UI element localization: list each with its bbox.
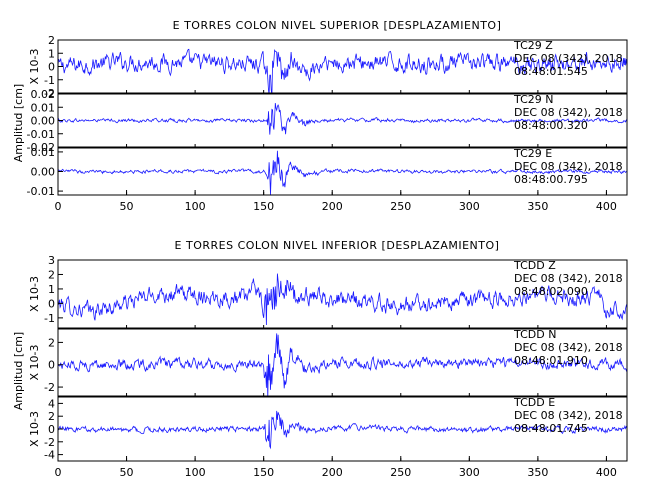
record-time: 08:48:00.795 [514, 173, 588, 186]
record-time: 08:48:00.320 [514, 119, 588, 132]
subplot-frame [57, 259, 628, 329]
x-tick-label: 150 [253, 200, 274, 213]
x-tick-label: 0 [55, 466, 62, 479]
station-component-label: TC29 E [513, 147, 552, 160]
y-tick-label: 0 [48, 423, 55, 436]
y-tick-label: 0 [48, 61, 55, 74]
x-tick-label: 250 [390, 466, 411, 479]
y-tick-label: 1 [48, 47, 55, 60]
y-tick-label: -0.01 [27, 185, 55, 198]
trace-tcdd-z [58, 273, 627, 326]
y-tick-label: 0.02 [31, 88, 56, 101]
y-tick-label: -2 [44, 87, 55, 100]
x-tick-label: 350 [527, 200, 548, 213]
x-tick-label: 150 [253, 466, 274, 479]
record-time: 08:48:01.545 [514, 65, 588, 78]
y-tick-label: -1 [44, 312, 55, 325]
panel-upper: E TORRES COLON NIVEL SUPERIOR [DESPLAZAM… [12, 19, 617, 213]
record-time: 08:48:01.910 [514, 354, 588, 367]
y-tick-label: 2 [48, 268, 55, 281]
y-tick-label: 1 [48, 283, 55, 296]
y-tick-label: 4 [48, 397, 55, 410]
panel-upper-x-axis: 0 50 100 150 200 250 300 350 400 [55, 190, 617, 213]
record-date: DEC 08 (342), 2018 [514, 272, 623, 285]
station-component-label: TCDD E [513, 396, 555, 409]
x-tick-label: 50 [120, 466, 134, 479]
record-time: 08:48:01.745 [514, 422, 588, 435]
x-tick-label: 100 [185, 466, 206, 479]
record-date: DEC 08 (342), 2018 [514, 106, 623, 119]
y-tick-label: 0 [48, 297, 55, 310]
x-tick-label: 300 [459, 466, 480, 479]
y-tick-label: -2 [44, 436, 55, 449]
subplot-frame [57, 328, 628, 397]
panel-upper-title: E TORRES COLON NIVEL SUPERIOR [DESPLAZAM… [173, 19, 502, 32]
x-tick-label: 50 [120, 200, 134, 213]
scale-label: X 10-3 [28, 411, 41, 447]
y-tick-label: -0.02 [27, 141, 55, 154]
panel-upper-ylabel: Amplitud [cm] [12, 84, 25, 162]
trace-tc29-n [58, 102, 627, 135]
x-tick-label: 400 [596, 466, 617, 479]
y-tick-label: 3 [48, 254, 55, 267]
trace-tcdd-n [58, 333, 627, 396]
scale-label: X 10-3 [28, 49, 41, 85]
x-tick-label: 200 [322, 466, 343, 479]
y-tick-label: 2 [48, 336, 55, 349]
record-time: 08:48:02.090 [514, 285, 588, 298]
record-date: DEC 08 (342), 2018 [514, 341, 623, 354]
y-tick-label: 0.01 [31, 101, 56, 114]
x-tick-label: 100 [185, 200, 206, 213]
record-date: DEC 08 (342), 2018 [514, 52, 623, 65]
x-tick-label: 350 [527, 466, 548, 479]
x-tick-label: 0 [55, 200, 62, 213]
trace-tcdd-e [58, 410, 627, 450]
trace-tc29-z [58, 48, 627, 93]
y-tick-label: 2 [48, 34, 55, 47]
panel-lower-title: E TORRES COLON NIVEL INFERIOR [DESPLAZAM… [175, 239, 500, 252]
y-tick-label: 2 [48, 410, 55, 423]
x-tick-label: 400 [596, 200, 617, 213]
y-tick-label: -0.01 [27, 128, 55, 141]
y-tick-label: -2 [44, 381, 55, 394]
y-tick-label: 0.00 [31, 166, 56, 179]
panel-lower-ylabel: Amplitud [cm] [12, 332, 25, 410]
station-component-label: TC29 Z [513, 39, 553, 52]
x-tick-label: 250 [390, 200, 411, 213]
station-component-label: TCDD Z [513, 259, 556, 272]
panel-lower-x-axis: 0 50 100 150 200 250 300 350 400 [55, 456, 617, 479]
y-tick-label: -4 [44, 449, 55, 462]
panel-lower: E TORRES COLON NIVEL INFERIOR [DESPLAZAM… [12, 239, 617, 479]
scale-label: X 10-3 [28, 276, 41, 312]
record-date: DEC 08 (342), 2018 [514, 409, 623, 422]
y-tick-label: -1 [44, 74, 55, 87]
scale-label: X 10-3 [28, 345, 41, 381]
y-tick-label: 0.01 [31, 146, 56, 159]
x-tick-label: 200 [322, 200, 343, 213]
x-tick-label: 300 [459, 200, 480, 213]
station-component-label: TCDD N [513, 328, 556, 341]
record-date: DEC 08 (342), 2018 [514, 160, 623, 173]
y-tick-label: 0.00 [31, 115, 56, 128]
station-component-label: TC29 N [513, 93, 553, 106]
trace-tc29-e [58, 150, 627, 195]
y-tick-label: 0 [48, 359, 55, 372]
